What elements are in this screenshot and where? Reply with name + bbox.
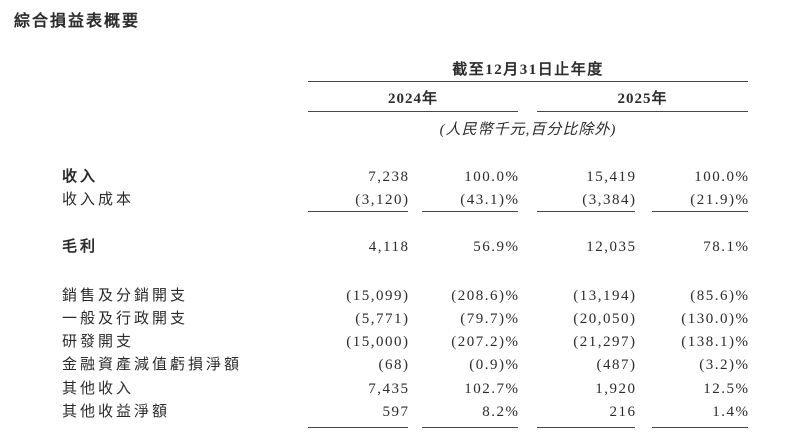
cell-2025-pct: 12.5% [703,381,750,397]
cell-2024-pct: 102.7% [464,381,520,397]
row-label: 其他收入 [62,381,135,397]
cell-2025-amount: 216 [609,404,637,420]
cell-2025-pct: 1.4% [712,404,750,420]
cell-2024-amount: 7,238 [368,169,410,185]
cell-2025-amount: 12,035 [586,239,637,255]
bottom-rule-c2 [422,427,518,428]
table-row-revenue: 收入 7,238 100.0% 15,419 100.0% [0,169,800,186]
table-row-rd-expenses: 研發開支 (15,000) (207.2)% (21,297) (138.1)% [0,334,800,351]
bottom-rule-c3 [537,427,635,428]
cell-2024-amount: (15,000) [346,334,410,350]
row-label: 銷售及分銷開支 [62,288,189,304]
row-label: 其他收益淨額 [62,404,171,420]
row-label: 收入成本 [62,192,135,208]
cell-2024-amount: 4,118 [368,239,410,255]
cell-2025-amount: 1,920 [595,381,637,397]
cell-2025-pct: 100.0% [694,169,750,185]
cell-2025-pct: (21.9)% [690,192,750,208]
cell-2025-amount: 15,419 [586,169,637,185]
row-label: 一般及行政開支 [62,311,189,327]
subtotal-rule-c2 [422,211,518,212]
table-row-admin-expenses: 一般及行政開支 (5,771) (79.7)% (20,050) (130.0)… [0,311,800,328]
period-header: 截至12月31日止年度 [452,62,604,78]
cell-2024-amount: (5,771) [355,311,410,327]
period-header-underline [308,81,748,82]
cell-2024-pct: 56.9% [473,239,520,255]
cell-2024-amount: (3,120) [355,192,410,208]
table-row-gross-profit: 毛利 4,118 56.9% 12,035 78.1% [0,239,800,256]
cell-2025-amount: (20,050) [573,311,637,327]
cell-2025-amount: (21,297) [573,334,637,350]
subtotal-rule-c3 [537,211,635,212]
year-2025-underline [537,111,748,112]
cell-2024-pct: (208.6)% [451,288,520,304]
cell-2024-pct: 8.2% [482,404,520,420]
cell-2025-pct: (85.6)% [690,288,750,304]
table-row-cost-of-revenue: 收入成本 (3,120) (43.1)% (3,384) (21.9)% [0,192,800,209]
row-label: 收入 [62,169,99,185]
subtotal-rule-c4 [652,211,748,212]
unit-note: (人民幣千元,百分比除外) [439,122,617,138]
cell-2024-pct: (79.7)% [460,311,520,327]
cell-2024-amount: (15,099) [346,288,410,304]
cell-2025-pct: (138.1)% [681,334,750,350]
bottom-rule-c4 [652,427,748,428]
cell-2025-amount: (487) [596,357,637,373]
year-2025-header: 2025年 [617,91,668,107]
cell-2024-pct: (207.2)% [451,334,520,350]
table-row-selling-expenses: 銷售及分銷開支 (15,099) (208.6)% (13,194) (85.6… [0,288,800,305]
cell-2024-amount: (68) [378,357,410,373]
bottom-rule-c1 [308,427,408,428]
cell-2025-pct: (3.2)% [699,357,750,373]
cell-2024-amount: 7,435 [368,381,410,397]
cell-2024-pct: (43.1)% [460,192,520,208]
row-label: 毛利 [62,239,99,255]
year-2024-header: 2024年 [387,91,438,107]
table-row-other-income: 其他收入 7,435 102.7% 1,920 12.5% [0,381,800,398]
row-label: 研發開支 [62,334,135,350]
cell-2024-amount: 597 [382,404,410,420]
subtotal-rule-c1 [308,211,408,212]
cell-2025-amount: (13,194) [573,288,637,304]
row-label: 金融資產減值虧損淨額 [62,357,243,373]
cell-2024-pct: 100.0% [464,169,520,185]
cell-2024-pct: (0.9)% [469,357,520,373]
table-row-other-gains-net: 其他收益淨額 597 8.2% 216 1.4% [0,404,800,421]
cell-2025-pct: 78.1% [703,239,750,255]
page-title: 綜合損益表概要 [14,13,141,30]
table-row-impairment-losses: 金融資產減值虧損淨額 (68) (0.9)% (487) (3.2)% [0,357,800,374]
year-2024-underline [308,111,518,112]
cell-2025-amount: (3,384) [582,192,637,208]
cell-2025-pct: (130.0)% [681,311,750,327]
